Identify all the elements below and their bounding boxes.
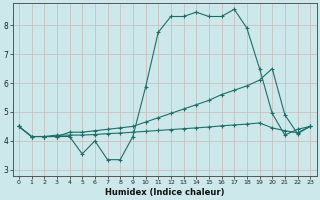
X-axis label: Humidex (Indice chaleur): Humidex (Indice chaleur) [105, 188, 224, 197]
